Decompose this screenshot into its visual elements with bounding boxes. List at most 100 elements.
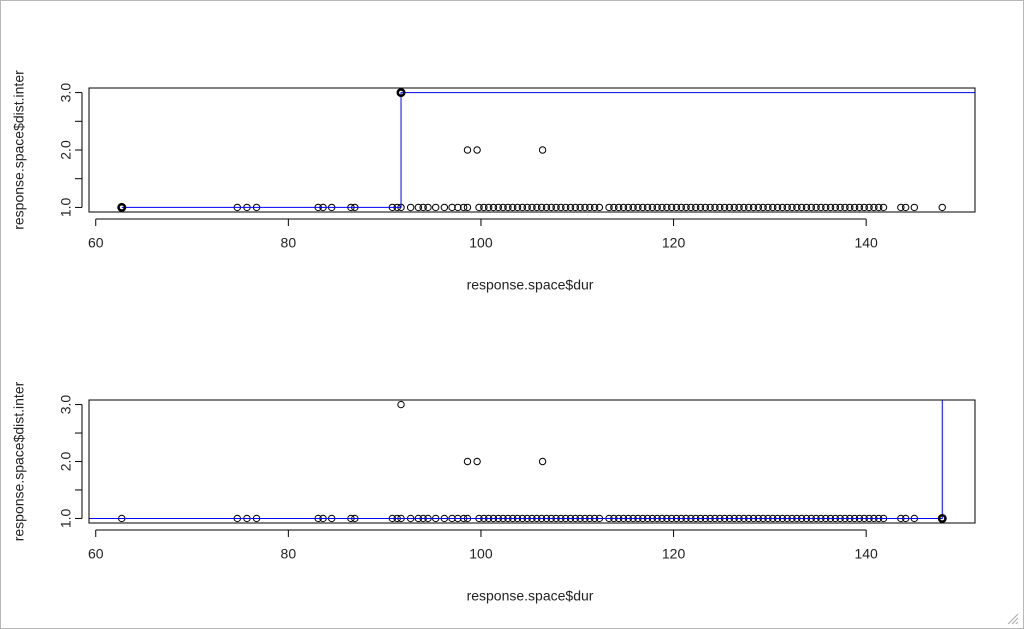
point [910, 203, 919, 212]
point [629, 203, 637, 212]
point [692, 203, 700, 212]
y-tick-label: 3.0 [58, 395, 74, 415]
point [463, 146, 472, 154]
highlight-point [117, 202, 127, 212]
point [406, 203, 415, 212]
point [783, 203, 791, 212]
point [663, 203, 671, 212]
point [489, 203, 498, 212]
step-line [89, 400, 943, 519]
point [822, 203, 830, 212]
point [653, 203, 661, 212]
point [473, 146, 481, 154]
point [614, 203, 623, 212]
point [480, 203, 488, 212]
point [590, 203, 599, 212]
point [463, 203, 472, 212]
x-tick-label: 120 [662, 235, 686, 251]
point [576, 203, 584, 212]
point [802, 203, 811, 212]
x-tick-label: 80 [281, 235, 297, 251]
point [778, 203, 787, 212]
point [667, 203, 676, 212]
y-tick-label: 2.0 [58, 140, 74, 160]
point [769, 203, 777, 212]
point [586, 203, 594, 212]
plot: 60 80 100 120 140 1.0 2.0 3.0 response.space$dur… [11, 381, 976, 604]
point [538, 146, 547, 154]
y-tick-label: 1.0 [58, 509, 74, 529]
point [788, 203, 796, 212]
point [581, 203, 589, 212]
x-axis-label: response.space$dur [467, 277, 594, 293]
point [677, 203, 685, 212]
point [797, 203, 806, 212]
point [494, 203, 502, 212]
point [725, 203, 734, 212]
point [938, 203, 946, 212]
point [624, 203, 633, 212]
point [672, 203, 681, 212]
y-axis-label: response.space$dist.inter [11, 381, 27, 541]
x-tick-label: 140 [854, 546, 878, 562]
plot-box [88, 399, 976, 524]
x-tick-label: 60 [88, 546, 104, 562]
point [720, 203, 729, 212]
plot: 60 80 100 120 140 1.0 2.0 3.0 response.space$dur… [11, 70, 976, 293]
point [749, 203, 758, 212]
point [473, 457, 481, 466]
y-tick-label: 1.0 [58, 197, 74, 217]
point [754, 203, 763, 212]
point [711, 203, 719, 212]
point [484, 203, 493, 212]
y-axis-label: response.space$dist.inter [11, 70, 27, 230]
point [879, 203, 888, 212]
point [542, 203, 551, 212]
plot-box [88, 87, 976, 213]
point [605, 203, 613, 212]
point [397, 400, 405, 409]
point [523, 203, 531, 212]
x-tick-label: 140 [854, 235, 878, 251]
point [562, 203, 570, 212]
point [448, 203, 456, 212]
point [634, 203, 642, 212]
point [812, 203, 820, 212]
point [865, 203, 873, 212]
x-tick-label: 100 [469, 546, 493, 562]
y-tick-label: 2.0 [58, 452, 74, 472]
point [419, 203, 427, 212]
point [735, 203, 743, 212]
point [744, 203, 753, 212]
y-tick-label: 3.0 [58, 83, 74, 103]
point [860, 203, 868, 212]
point [643, 203, 652, 212]
x-tick-label: 100 [469, 235, 493, 251]
highlight-point [396, 88, 406, 98]
point [538, 457, 547, 466]
x-tick-label: 60 [88, 235, 104, 251]
resize-grip [1007, 613, 1019, 625]
point [831, 203, 840, 212]
point [658, 203, 666, 212]
point [552, 203, 560, 212]
point [504, 203, 512, 212]
point [855, 203, 864, 212]
point [841, 203, 849, 212]
point [424, 203, 432, 212]
point [682, 203, 690, 212]
point [440, 203, 449, 212]
point [870, 203, 878, 212]
point [518, 203, 527, 212]
point [513, 203, 522, 212]
point [610, 203, 618, 212]
point [533, 203, 541, 212]
point [459, 203, 468, 212]
point [901, 203, 910, 212]
point [846, 203, 854, 212]
point [475, 203, 483, 212]
point [701, 203, 710, 212]
point [528, 203, 536, 212]
point [463, 457, 472, 466]
